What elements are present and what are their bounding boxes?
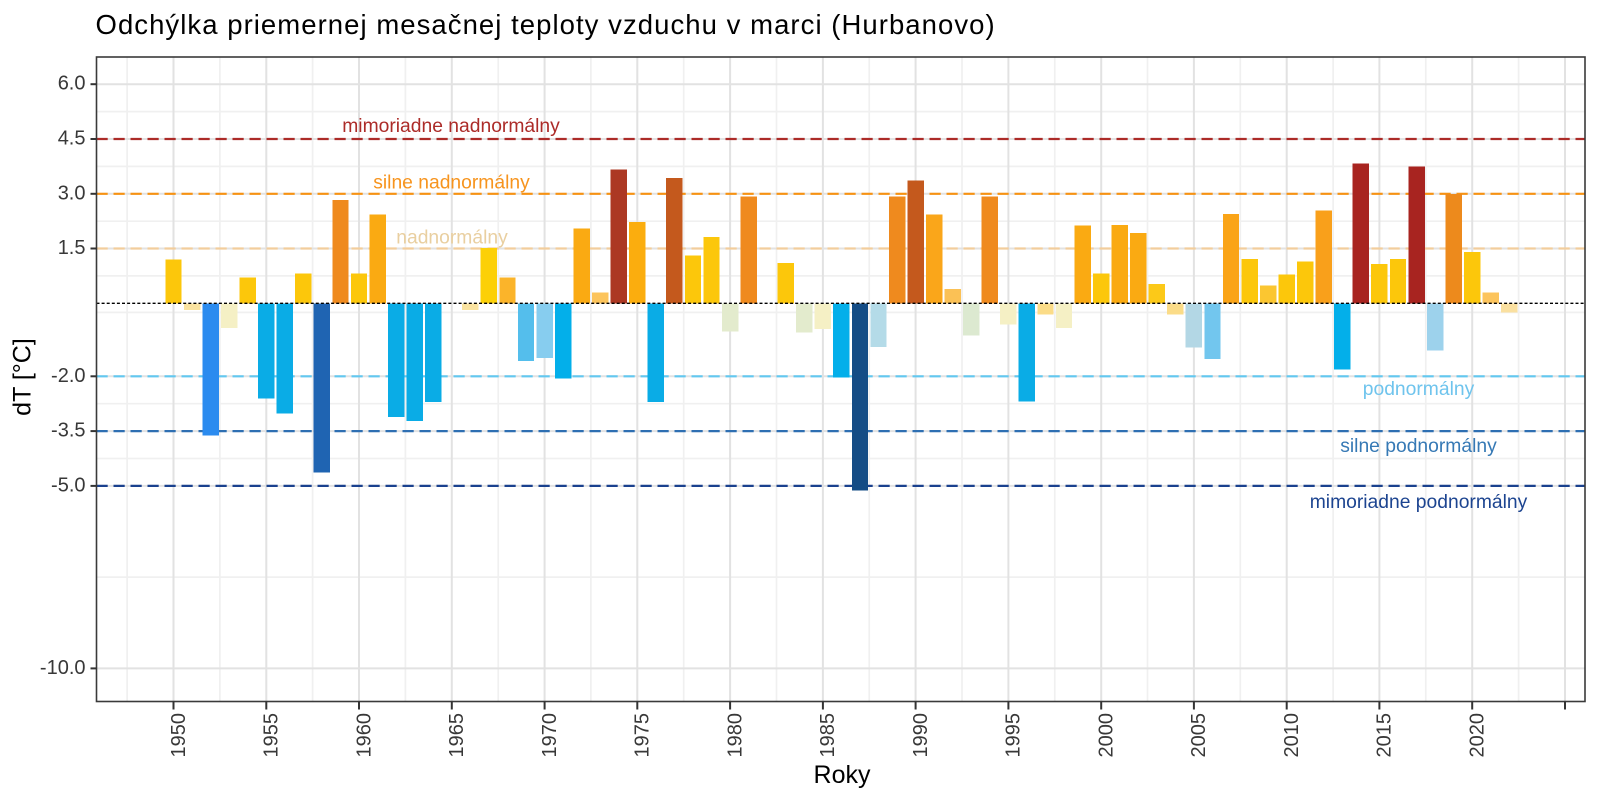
svg-text:nadnormálny: nadnormálny xyxy=(396,228,508,249)
svg-text:3.0: 3.0 xyxy=(58,182,86,204)
svg-text:2005: 2005 xyxy=(1188,713,1210,758)
svg-text:-2.0: -2.0 xyxy=(51,365,85,387)
svg-text:1960: 1960 xyxy=(353,713,375,758)
svg-text:Roky: Roky xyxy=(814,761,871,789)
svg-text:1990: 1990 xyxy=(910,713,932,758)
svg-text:silne podnormálny: silne podnormálny xyxy=(1340,436,1497,457)
svg-text:-10.0: -10.0 xyxy=(40,657,86,679)
svg-text:6.0: 6.0 xyxy=(58,73,86,95)
svg-text:2015: 2015 xyxy=(1374,713,1396,758)
svg-text:2000: 2000 xyxy=(1096,713,1118,758)
svg-text:Odchýlka priemernej mesačnej t: Odchýlka priemernej mesačnej teploty vzd… xyxy=(96,9,996,40)
svg-text:2020: 2020 xyxy=(1467,713,1489,758)
svg-text:1975: 1975 xyxy=(632,713,654,758)
svg-text:-3.5: -3.5 xyxy=(51,420,85,442)
svg-text:1950: 1950 xyxy=(168,713,190,758)
svg-text:1985: 1985 xyxy=(817,713,839,758)
svg-text:4.5: 4.5 xyxy=(58,128,86,150)
svg-text:1970: 1970 xyxy=(539,713,561,758)
svg-text:silne nadnormálny: silne nadnormálny xyxy=(373,173,530,194)
svg-text:1995: 1995 xyxy=(1003,713,1025,757)
svg-text:mimoriadne nadnormálny: mimoriadne nadnormálny xyxy=(342,116,560,137)
svg-text:podnormálny: podnormálny xyxy=(1363,379,1475,400)
svg-text:-5.0: -5.0 xyxy=(51,474,85,496)
svg-text:dT [°C]: dT [°C] xyxy=(9,338,37,416)
svg-text:mimoriadne podnormálny: mimoriadne podnormálny xyxy=(1310,492,1528,513)
svg-text:1955: 1955 xyxy=(261,713,283,758)
svg-text:1965: 1965 xyxy=(446,713,468,758)
svg-text:1.5: 1.5 xyxy=(58,237,86,259)
svg-text:2010: 2010 xyxy=(1281,713,1303,758)
svg-text:1980: 1980 xyxy=(724,713,746,758)
